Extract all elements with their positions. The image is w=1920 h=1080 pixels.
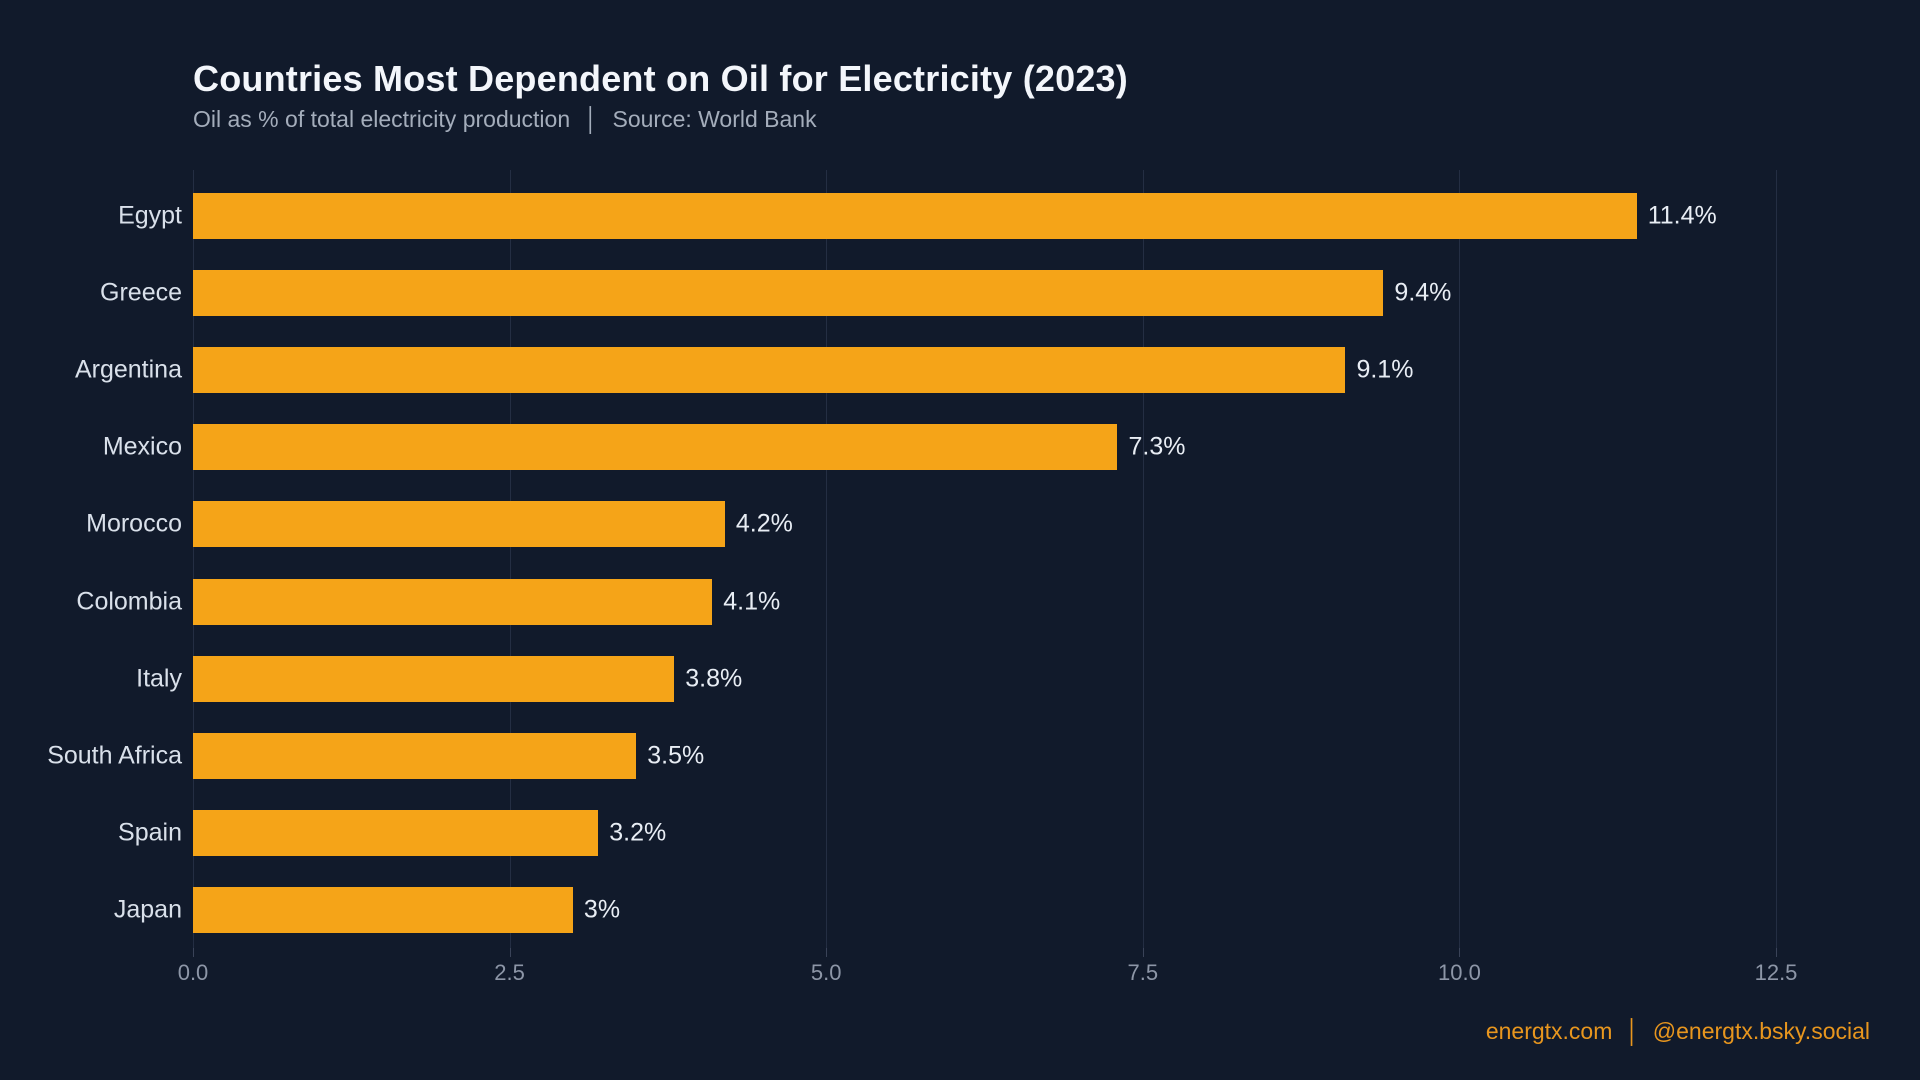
- category-label: Argentina: [74, 355, 182, 384]
- gridline: [193, 170, 194, 948]
- bar-value-label: 3%: [583, 895, 621, 924]
- gridline: [1142, 170, 1144, 948]
- bar-row: South Africa 3.5%: [47, 717, 1890, 794]
- bar-row: Japan 3%: [114, 872, 1890, 949]
- x-tick-label: 10.0: [1437, 960, 1481, 985]
- x-tick-mark: [509, 948, 511, 957]
- bar-row: Spain 3.2%: [118, 795, 1890, 872]
- bar-rows: Egypt 11.4% Greece 9.4% Argentina 9.1% Mexico 7…: [47, 177, 1890, 949]
- bar: [193, 887, 573, 934]
- gridline: [509, 170, 511, 948]
- x-tick-mark: [1776, 948, 1778, 957]
- footer-separator: │: [1625, 1018, 1640, 1044]
- x-tick-mark: [1459, 948, 1461, 957]
- footer-credit: energtx.com │ @energtx.bsky.social: [1486, 1018, 1870, 1045]
- gridline: [1459, 170, 1461, 948]
- bar: [193, 810, 599, 857]
- x-tick-mark: [826, 948, 828, 957]
- gridline: [826, 170, 828, 948]
- subtitle-text: Oil as % of total electricity production: [193, 106, 571, 132]
- bar: [193, 424, 1118, 471]
- bar: [193, 578, 713, 625]
- footer-site: energtx.com: [1485, 1018, 1613, 1044]
- bar: [193, 192, 1637, 239]
- bar-row: Morocco 4.2%: [86, 486, 1890, 563]
- category-label: Morocco: [86, 509, 182, 538]
- category-label: Greece: [100, 278, 182, 307]
- subtitle-source: Source: World Bank: [612, 106, 817, 132]
- category-label: Mexico: [102, 432, 182, 461]
- bar-value-label: 3.8%: [685, 664, 743, 693]
- bar-value-label: 9.4%: [1394, 278, 1452, 307]
- subtitle-separator: │: [584, 106, 599, 132]
- bar-value-label: 4.1%: [723, 587, 781, 616]
- x-tick-label: 2.5: [494, 960, 525, 985]
- x-tick-mark: [193, 948, 194, 957]
- category-label: Colombia: [76, 587, 182, 616]
- category-label: Italy: [136, 664, 182, 693]
- bar: [193, 501, 725, 548]
- bar-row: Italy 3.8%: [136, 640, 1890, 717]
- category-label: Egypt: [118, 201, 182, 230]
- bar-value-label: 3.5%: [647, 741, 705, 770]
- x-tick-label: 5.0: [810, 960, 842, 985]
- chart-subtitle: Oil as % of total electricity production…: [193, 106, 817, 133]
- x-axis: 0.0 2.5 5.0 7.5 10.0 12.5: [178, 948, 1890, 1000]
- x-tick-mark: [1142, 948, 1144, 957]
- footer-handle: @energtx.bsky.social: [1652, 1018, 1870, 1044]
- category-label: Spain: [118, 818, 182, 847]
- x-tick-label: 12.5: [1754, 960, 1798, 985]
- bar: [193, 346, 1346, 393]
- x-tick-label: 0.0: [177, 960, 209, 985]
- category-label: Japan: [113, 895, 182, 924]
- plot-area: Egypt 11.4% Greece 9.4% Argentina 9.1% Mexico 7…: [47, 170, 1890, 949]
- gridline: [1776, 170, 1778, 948]
- bar-row: Mexico 7.3%: [103, 409, 1890, 486]
- bar: [193, 732, 637, 779]
- bar-value-label: 11.4%: [1647, 201, 1717, 230]
- bar: [193, 655, 675, 702]
- bar: [193, 269, 1384, 316]
- bar-value-label: 9.1%: [1356, 355, 1414, 384]
- bar-row: Colombia 4.1%: [76, 563, 1890, 640]
- bar-value-label: 7.3%: [1128, 432, 1186, 461]
- bar-value-label: 4.2%: [735, 509, 793, 538]
- bar-row: Greece 9.4%: [100, 254, 1890, 331]
- bar-row: Argentina 9.1%: [75, 331, 1890, 408]
- chart-title: Countries Most Dependent on Oil for Elec…: [193, 58, 1128, 99]
- bar-row: Egypt 11.4%: [118, 177, 1890, 254]
- bar-value-label: 3.2%: [609, 818, 667, 847]
- x-tick-label: 7.5: [1127, 960, 1159, 985]
- category-label: South Africa: [47, 741, 182, 770]
